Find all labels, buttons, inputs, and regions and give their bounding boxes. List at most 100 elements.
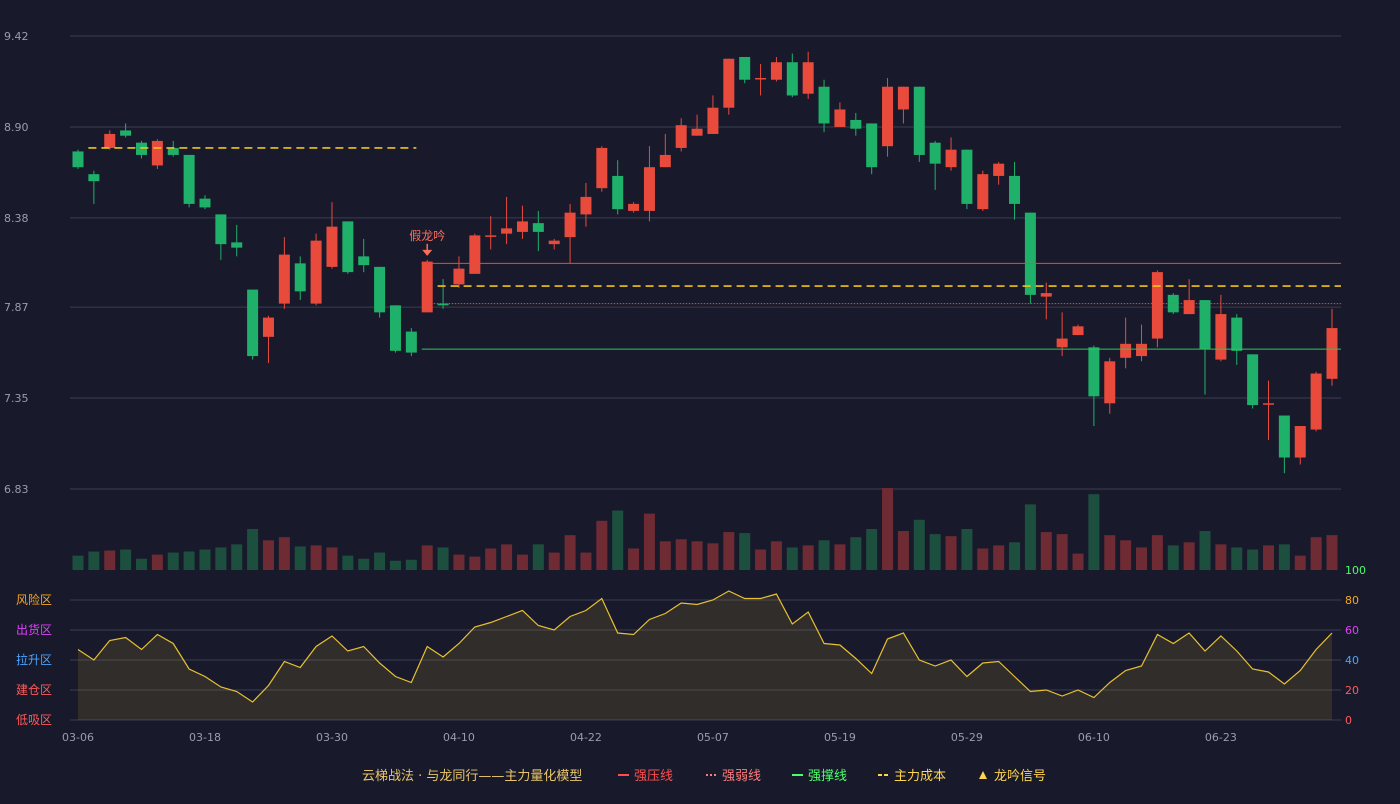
volume-bar xyxy=(262,540,274,570)
candle-body xyxy=(1056,338,1068,348)
volume-bar xyxy=(469,556,481,570)
legend-title: 云梯战法 · 与龙同行——主力量化模型 xyxy=(362,769,582,784)
candle-body xyxy=(72,151,84,168)
candle-body xyxy=(723,58,735,108)
candle-body xyxy=(326,226,338,267)
x-tick-label: 05-29 xyxy=(951,731,983,744)
indicator-area xyxy=(78,591,1332,720)
price-tick-label: 7.35 xyxy=(4,392,29,405)
candle-body xyxy=(405,331,417,353)
candle-body xyxy=(389,305,401,351)
candle-body xyxy=(755,77,767,80)
volume-bar xyxy=(151,554,163,570)
volume-bar xyxy=(802,545,814,570)
price-tick-label: 7.87 xyxy=(4,301,29,314)
volume-bar xyxy=(1247,549,1259,570)
candle-body xyxy=(1247,354,1259,406)
candle-body xyxy=(1088,347,1100,397)
volume-bar xyxy=(326,547,338,570)
candle-body xyxy=(882,86,894,147)
volume-bar xyxy=(1231,547,1243,570)
candle-body xyxy=(469,235,481,274)
volume-bar xyxy=(1183,542,1195,570)
candle-body xyxy=(866,123,878,168)
volume-bar xyxy=(882,488,894,570)
candle-body xyxy=(437,303,449,306)
volume-bar xyxy=(389,560,401,570)
candle-body xyxy=(421,261,433,313)
candle-body xyxy=(1326,328,1338,379)
volume-bar xyxy=(945,536,957,570)
volume-bar xyxy=(707,543,719,570)
volume-bar xyxy=(913,519,925,570)
indicator-tick-label: 0 xyxy=(1345,714,1352,727)
candle-body xyxy=(310,240,322,304)
volume-bar xyxy=(72,555,84,570)
volume-bar xyxy=(691,541,703,570)
volume-bar xyxy=(135,558,147,570)
candle-body xyxy=(659,154,671,168)
candle-body xyxy=(707,107,719,134)
volume-bar xyxy=(405,559,417,570)
candle-body xyxy=(1009,175,1021,204)
price-tick-label: 8.38 xyxy=(4,212,29,225)
volume-bar xyxy=(739,533,751,570)
candle-body xyxy=(262,317,274,337)
volume-bar xyxy=(1151,535,1163,570)
candle-body xyxy=(1278,415,1290,458)
price-tick-label: 6.83 xyxy=(4,483,29,496)
candle-body xyxy=(1072,326,1084,336)
zone-label: 低吸区 xyxy=(16,713,52,727)
candle-body xyxy=(215,214,227,245)
candle-body xyxy=(151,140,163,166)
candle-body xyxy=(88,174,100,182)
legend-item-label: 主力成本 xyxy=(894,769,946,784)
x-tick-label: 03-06 xyxy=(62,731,94,744)
volume-bar xyxy=(199,549,211,570)
grid-lines xyxy=(70,35,1341,490)
triangle-icon xyxy=(979,771,987,779)
volume-bar xyxy=(421,545,433,570)
candle-body xyxy=(516,221,528,232)
volume-bar xyxy=(1072,553,1084,570)
indicator-tick-label: 60 xyxy=(1345,624,1359,637)
volume-bar xyxy=(104,550,116,570)
candle-body xyxy=(580,196,592,215)
candle-body xyxy=(628,203,640,211)
price-tick-label: 9.42 xyxy=(4,30,29,43)
candle-body xyxy=(770,62,782,80)
candle-body xyxy=(850,119,862,129)
candle-body xyxy=(977,174,989,210)
indicator-line xyxy=(77,590,1333,703)
volume-bar xyxy=(1278,544,1290,570)
volume-bar xyxy=(770,541,782,570)
candle-body xyxy=(135,142,147,155)
x-tick-label: 04-10 xyxy=(443,731,475,744)
signal-annotation: 假龙吟 xyxy=(409,228,445,256)
candle-body xyxy=(548,240,560,245)
candle-body xyxy=(1167,294,1179,313)
candle-body xyxy=(1263,403,1275,405)
volume-bar xyxy=(310,545,322,570)
volume-bar xyxy=(675,539,687,570)
x-tick-label: 05-19 xyxy=(824,731,856,744)
candle-body xyxy=(1120,343,1132,358)
volume-bar xyxy=(532,544,544,570)
volume-bar xyxy=(755,549,767,570)
indicator-tick-label: 80 xyxy=(1345,594,1359,607)
volume-bar xyxy=(786,547,798,570)
candle-body xyxy=(643,167,655,211)
volume-bar xyxy=(88,551,100,570)
candle-body xyxy=(358,256,370,266)
volume-bar xyxy=(1215,544,1227,570)
candle-body xyxy=(167,147,179,155)
candle-body xyxy=(532,223,544,232)
volume-bar xyxy=(501,544,513,570)
volume-bar xyxy=(929,534,941,570)
x-tick-label: 03-18 xyxy=(189,731,221,744)
indicator-tick-label: 20 xyxy=(1345,684,1359,697)
x-tick-label: 04-22 xyxy=(570,731,602,744)
volume-bar xyxy=(374,552,386,570)
